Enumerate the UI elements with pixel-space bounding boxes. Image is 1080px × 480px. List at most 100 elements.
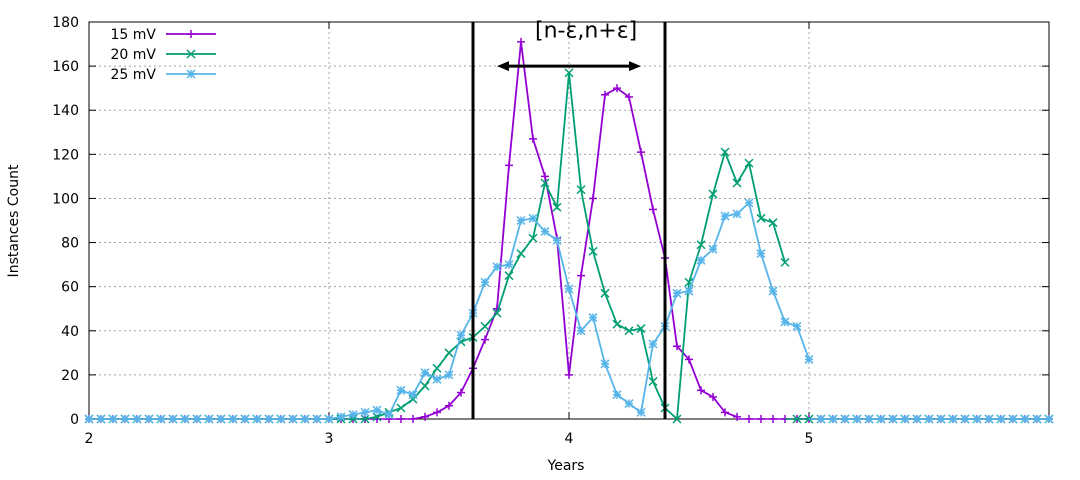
data-point	[804, 354, 814, 364]
data-point	[733, 412, 741, 421]
data-point	[324, 414, 334, 424]
data-point	[780, 257, 790, 267]
data-point	[540, 178, 550, 188]
data-point	[636, 324, 646, 334]
data-point	[432, 374, 442, 384]
x-tick-label: 5	[805, 431, 814, 447]
plot-frame	[88, 21, 1050, 420]
data-point	[186, 49, 196, 59]
data-point	[187, 30, 195, 38]
y-axis-label: Instances Count	[6, 164, 22, 277]
data-point	[625, 92, 633, 101]
data-point	[792, 321, 802, 331]
data-point	[600, 288, 610, 298]
data-point	[636, 407, 646, 417]
data-point	[421, 412, 429, 421]
axes: 0 20 40 60 80 100 120 140 160 180 2 3 4 5	[52, 15, 1050, 447]
data-point	[504, 260, 514, 270]
data-point	[186, 69, 196, 79]
data-point	[684, 286, 694, 296]
y-tick-label: 160	[52, 59, 79, 75]
interval-arrow-head-left	[497, 61, 509, 72]
annotation-layer: [n-ε,n+ε]	[471, 19, 667, 419]
data-point	[709, 392, 717, 401]
data-point	[696, 240, 706, 250]
series-layer	[84, 37, 1054, 424]
data-point	[444, 370, 454, 380]
data-point	[780, 317, 790, 327]
data-point	[756, 213, 766, 223]
data-point	[409, 415, 417, 423]
data-point	[720, 147, 730, 157]
data-point	[756, 249, 766, 259]
x-tick-label: 2	[85, 431, 94, 447]
data-point	[721, 408, 729, 417]
legend-label: 15 mV	[111, 27, 157, 43]
y-tick-label: 80	[61, 236, 79, 252]
data-point	[577, 271, 585, 280]
data-point	[648, 376, 658, 387]
y-tick-label: 0	[70, 412, 79, 428]
grid	[89, 22, 1049, 419]
data-point	[529, 134, 537, 143]
data-point	[624, 326, 634, 336]
data-point	[517, 37, 525, 46]
data-point	[372, 412, 382, 422]
data-point	[613, 84, 621, 93]
data-point	[589, 194, 597, 203]
data-point	[565, 370, 573, 379]
data-point	[744, 198, 754, 208]
data-point	[708, 244, 718, 254]
series-3	[84, 198, 1054, 424]
data-point	[456, 330, 466, 340]
data-point	[457, 388, 465, 397]
x-tick-label: 3	[325, 431, 334, 447]
data-point	[360, 414, 370, 424]
data-point	[685, 355, 693, 364]
data-point	[505, 161, 513, 170]
data-point	[768, 286, 778, 296]
y-tick-label: 40	[61, 324, 79, 340]
data-point	[649, 205, 657, 214]
legend-label: 20 mV	[111, 47, 157, 63]
data-point	[528, 233, 538, 243]
data-point	[732, 209, 742, 219]
data-point	[360, 407, 370, 417]
y-tick-label: 140	[52, 103, 79, 119]
data-point	[576, 185, 586, 195]
data-point	[480, 277, 490, 287]
data-point	[564, 68, 574, 78]
data-point	[492, 308, 502, 318]
data-point	[552, 202, 562, 212]
data-point	[541, 172, 549, 181]
legend: 15 mV 20 mV 25 mV	[111, 27, 216, 83]
data-point	[708, 189, 718, 199]
data-point	[444, 348, 454, 358]
data-point	[720, 211, 730, 221]
data-point	[552, 235, 562, 245]
data-point	[612, 319, 622, 329]
data-point	[396, 385, 406, 395]
data-point	[396, 403, 406, 413]
data-point	[528, 213, 538, 223]
data-point	[408, 390, 418, 400]
data-point	[696, 255, 706, 265]
data-point	[564, 284, 574, 294]
data-point	[445, 401, 453, 410]
interval-arrow-head-right	[629, 61, 641, 72]
data-point	[432, 363, 442, 373]
y-tick-label: 60	[61, 280, 79, 296]
data-point	[480, 321, 490, 331]
legend-label: 25 mV	[111, 67, 157, 83]
data-point	[420, 368, 430, 378]
data-point	[384, 410, 394, 420]
data-point	[372, 405, 382, 415]
data-point	[624, 399, 634, 409]
data-point	[348, 410, 358, 420]
data-point	[612, 390, 622, 400]
data-point	[732, 178, 742, 188]
data-point	[673, 342, 681, 351]
data-point	[697, 386, 705, 395]
